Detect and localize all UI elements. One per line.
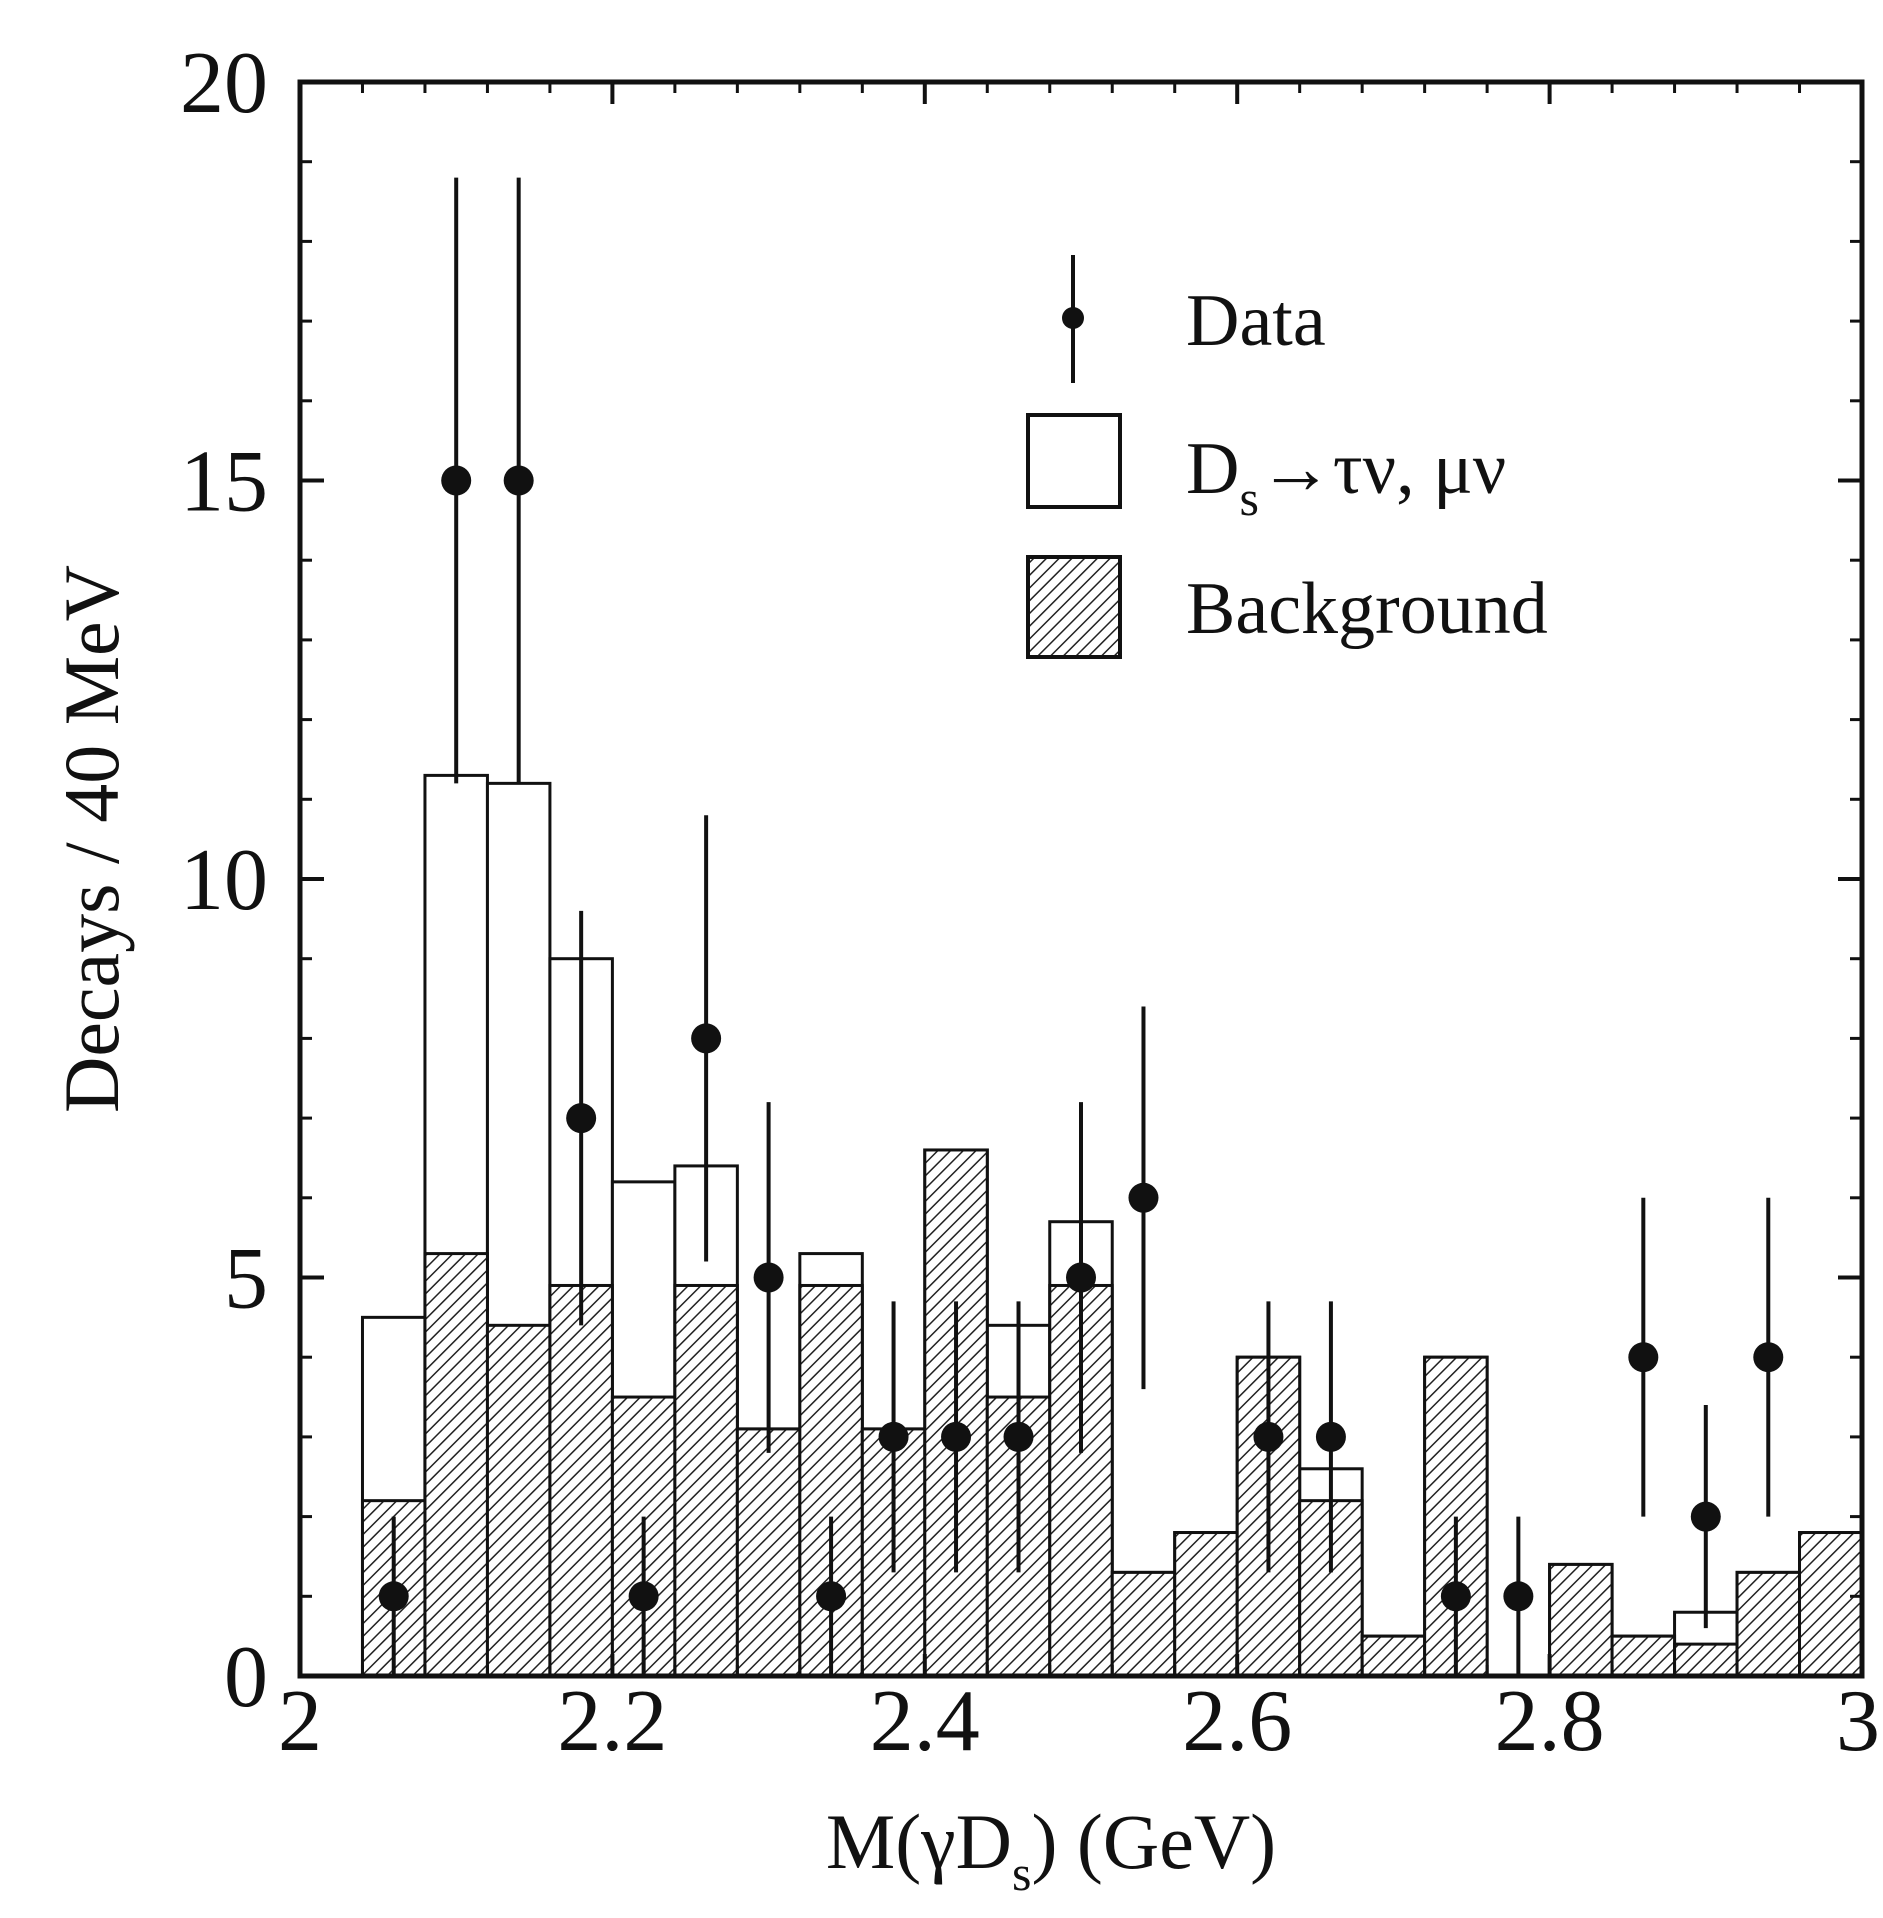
background-bar (485, 1323, 552, 1678)
legend-signal-tail: →τν, μν (1259, 428, 1506, 510)
background-bar (1360, 1634, 1427, 1678)
background-bar (548, 1283, 614, 1678)
data-point (566, 1103, 597, 1134)
background-bar (1798, 1531, 1864, 1678)
x-tick-label: 2.6 (1182, 1673, 1292, 1770)
legend-background-box (1026, 555, 1122, 659)
background-bar (673, 1283, 739, 1678)
axis-ticks (298, 80, 1864, 1678)
x-tick-label: 2 (278, 1673, 322, 1770)
y-tick-label: 20 (180, 35, 268, 132)
data-point (1503, 1581, 1534, 1612)
data-point (753, 1262, 784, 1293)
y-tick-labels: 0 5 10 15 20 (180, 35, 268, 1726)
data-series (378, 177, 1784, 1676)
data-point (878, 1421, 909, 1452)
x-axis-title-main: M(γD (826, 1798, 1012, 1885)
x-axis-title-tail: ) (GeV) (1031, 1798, 1276, 1885)
background-bar (1610, 1634, 1677, 1678)
background-bar (423, 1252, 489, 1678)
background-bar (1735, 1570, 1802, 1678)
legend-label-data: Data (1186, 280, 1326, 362)
data-point (1128, 1182, 1159, 1213)
data-point (378, 1581, 409, 1612)
x-tick-label: 2.2 (557, 1673, 667, 1770)
data-point (1440, 1581, 1471, 1612)
x-tick-labels: 2 2.2 2.4 2.6 2.8 3 (278, 1673, 1880, 1770)
legend-data-marker (1062, 307, 1084, 329)
data-point (1066, 1262, 1096, 1293)
background-bar (1110, 1570, 1177, 1678)
x-axis-title: M(γDs) (GeV) (826, 1798, 1276, 1901)
data-point (1753, 1342, 1784, 1373)
legend: Data Ds→τν, μν Background (1026, 255, 1548, 659)
x-tick-label: 3 (1836, 1673, 1880, 1770)
data-point (691, 1023, 722, 1054)
legend-signal-main: D (1186, 428, 1239, 510)
data-point (1628, 1342, 1659, 1373)
legend-item-signal: Ds→τν, μν (1026, 413, 1506, 526)
data-point (816, 1581, 847, 1612)
legend-signal-subscript: s (1239, 470, 1258, 526)
legend-signal-box (1026, 413, 1122, 509)
x-tick-label: 2.4 (870, 1673, 980, 1770)
data-point (1690, 1501, 1721, 1532)
y-tick-label: 15 (180, 434, 268, 531)
legend-label-signal: Ds→τν, μν (1186, 428, 1506, 526)
legend-label-background: Background (1186, 568, 1548, 650)
y-tick-label: 0 (224, 1629, 268, 1726)
legend-item-data: Data (1062, 255, 1326, 383)
background-bar (1173, 1531, 1239, 1678)
y-tick-label: 5 (224, 1231, 268, 1328)
background-bar (1673, 1642, 1739, 1678)
data-point (628, 1581, 659, 1612)
x-tick-label: 2.8 (1495, 1673, 1605, 1770)
data-point (503, 465, 534, 496)
y-tick-label: 10 (180, 832, 268, 929)
x-axis-title-subscript: s (1012, 1845, 1031, 1901)
background-bar (735, 1427, 802, 1678)
data-point (1003, 1421, 1034, 1452)
data-point (1253, 1421, 1284, 1452)
data-point (441, 465, 472, 496)
legend-item-background: Background (1026, 555, 1548, 659)
data-point (941, 1421, 972, 1452)
y-axis-title: Decays / 40 MeV (48, 565, 135, 1113)
data-point (1315, 1421, 1346, 1452)
background-bar (1548, 1562, 1614, 1678)
